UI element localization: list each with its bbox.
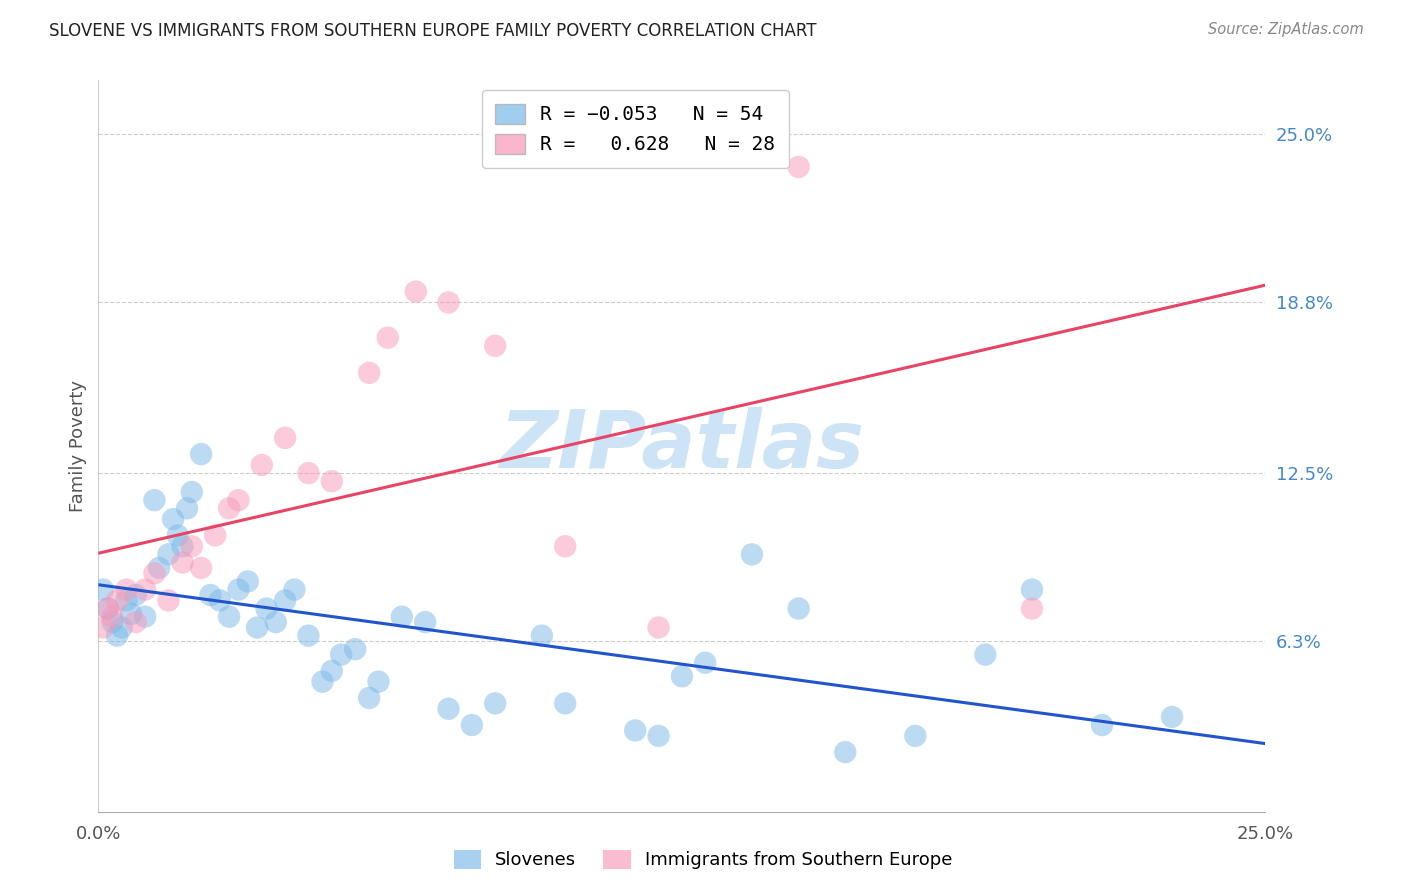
- Point: [204, 528, 226, 542]
- Point: [413, 615, 436, 629]
- Point: [120, 607, 142, 621]
- Point: [359, 690, 381, 705]
- Point: [148, 561, 170, 575]
- Point: [166, 528, 188, 542]
- Point: [264, 615, 287, 629]
- Point: [115, 582, 138, 597]
- Point: [115, 593, 138, 607]
- Point: [256, 601, 278, 615]
- Legend: Slovenes, Immigrants from Southern Europe: Slovenes, Immigrants from Southern Europ…: [444, 841, 962, 879]
- Point: [1161, 710, 1184, 724]
- Point: [200, 588, 222, 602]
- Point: [741, 547, 763, 561]
- Point: [311, 674, 333, 689]
- Point: [624, 723, 647, 738]
- Point: [787, 160, 810, 174]
- Point: [321, 474, 343, 488]
- Point: [405, 285, 427, 299]
- Point: [391, 609, 413, 624]
- Point: [484, 697, 506, 711]
- Point: [274, 431, 297, 445]
- Point: [330, 648, 353, 662]
- Point: [695, 656, 717, 670]
- Point: [283, 582, 305, 597]
- Point: [180, 539, 202, 553]
- Point: [904, 729, 927, 743]
- Point: [437, 702, 460, 716]
- Point: [143, 566, 166, 581]
- Y-axis label: Family Poverty: Family Poverty: [69, 380, 87, 512]
- Point: [437, 295, 460, 310]
- Point: [297, 629, 319, 643]
- Point: [101, 609, 124, 624]
- Text: SLOVENE VS IMMIGRANTS FROM SOUTHERN EUROPE FAMILY POVERTY CORRELATION CHART: SLOVENE VS IMMIGRANTS FROM SOUTHERN EURO…: [49, 22, 817, 40]
- Point: [125, 615, 148, 629]
- Point: [787, 601, 810, 615]
- Point: [105, 629, 128, 643]
- Point: [111, 620, 134, 634]
- Point: [484, 339, 506, 353]
- Point: [1021, 582, 1043, 597]
- Point: [91, 620, 114, 634]
- Point: [97, 601, 120, 615]
- Point: [554, 539, 576, 553]
- Point: [297, 466, 319, 480]
- Point: [359, 366, 381, 380]
- Text: ZIPatlas: ZIPatlas: [499, 407, 865, 485]
- Point: [172, 556, 194, 570]
- Point: [172, 539, 194, 553]
- Point: [134, 582, 156, 597]
- Point: [143, 493, 166, 508]
- Point: [190, 447, 212, 461]
- Point: [208, 593, 231, 607]
- Point: [218, 501, 240, 516]
- Point: [218, 609, 240, 624]
- Point: [157, 593, 180, 607]
- Point: [162, 512, 184, 526]
- Point: [367, 674, 389, 689]
- Point: [125, 588, 148, 602]
- Point: [134, 609, 156, 624]
- Point: [105, 593, 128, 607]
- Point: [157, 547, 180, 561]
- Point: [228, 493, 250, 508]
- Point: [228, 582, 250, 597]
- Point: [1021, 601, 1043, 615]
- Point: [554, 697, 576, 711]
- Point: [274, 593, 297, 607]
- Point: [101, 615, 124, 629]
- Point: [834, 745, 856, 759]
- Point: [647, 620, 669, 634]
- Point: [321, 664, 343, 678]
- Point: [97, 601, 120, 615]
- Point: [671, 669, 693, 683]
- Point: [176, 501, 198, 516]
- Point: [246, 620, 269, 634]
- Point: [974, 648, 997, 662]
- Point: [1091, 718, 1114, 732]
- Point: [236, 574, 259, 589]
- Legend: R = −0.053   N = 54, R =   0.628   N = 28: R = −0.053 N = 54, R = 0.628 N = 28: [482, 90, 789, 168]
- Point: [180, 485, 202, 500]
- Point: [530, 629, 553, 643]
- Point: [190, 561, 212, 575]
- Point: [461, 718, 484, 732]
- Point: [91, 582, 114, 597]
- Point: [344, 642, 367, 657]
- Point: [647, 729, 669, 743]
- Point: [377, 331, 399, 345]
- Point: [250, 458, 273, 472]
- Text: Source: ZipAtlas.com: Source: ZipAtlas.com: [1208, 22, 1364, 37]
